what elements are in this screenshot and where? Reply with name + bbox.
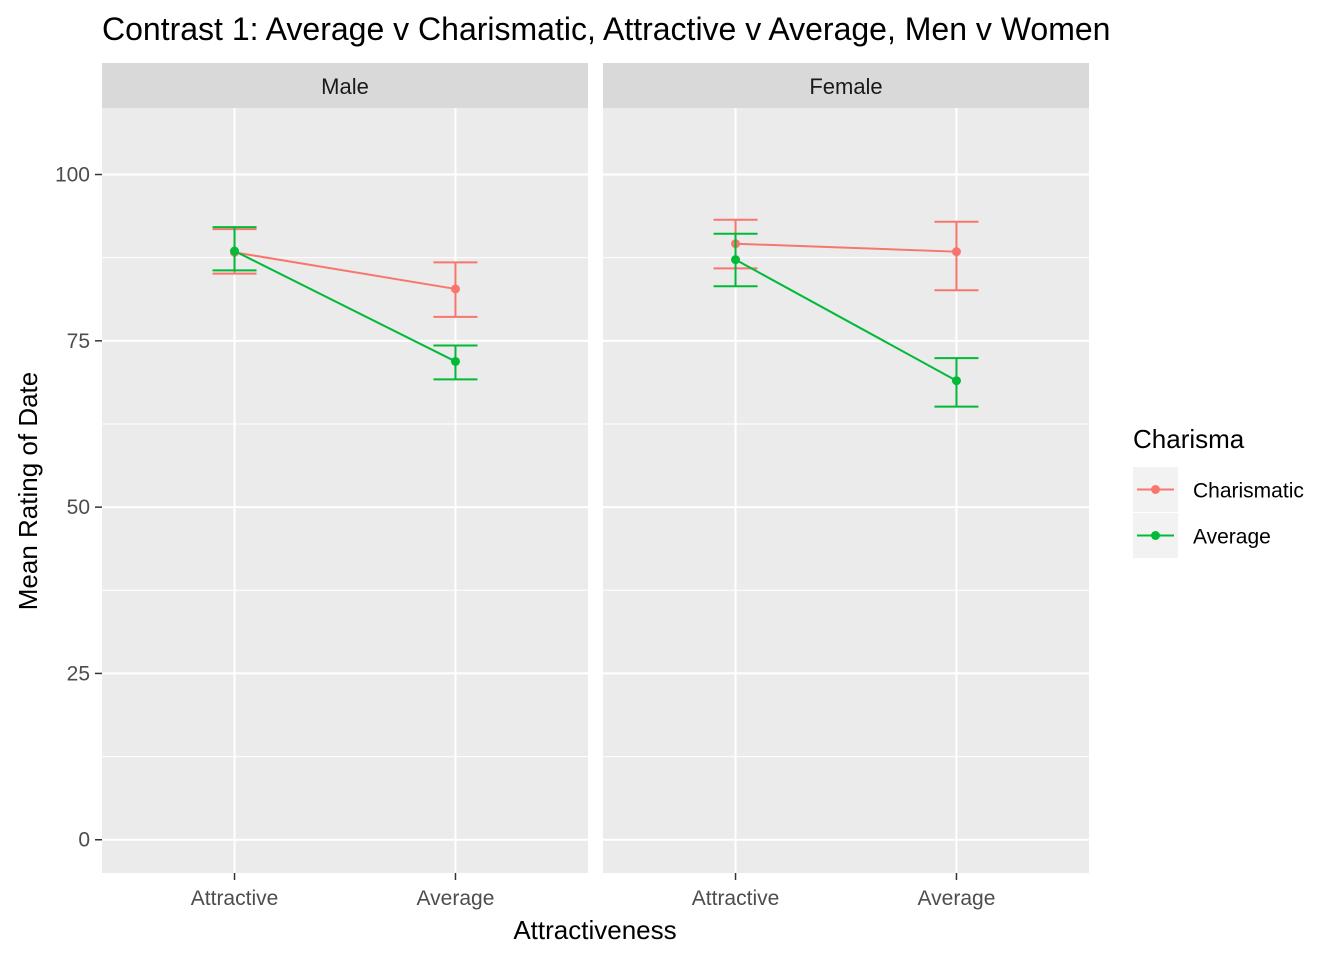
series-line-charismatic [234,251,456,290]
data-point-average [951,376,961,386]
strip-label-female: Female [809,74,882,99]
x-tick-label: Average [417,887,495,910]
strip-male [102,63,588,108]
panel-background-female [603,108,1089,873]
legend-label-average: Average [1193,526,1271,549]
data-point-average [450,356,460,366]
legend-title: Charisma [1133,424,1245,454]
strip-label-male: Male [321,74,369,99]
strip-female [603,63,1089,108]
legend: Charisma Charismatic Average [1133,424,1304,558]
y-tick-label: 100 [55,164,90,187]
x-tick-label: Attractive [191,887,279,910]
legend-key-point-charismatic [1151,485,1160,494]
series-line-average [735,258,957,382]
y-tick-label: 50 [67,496,90,519]
data-point-charismatic [951,247,961,257]
x-tick-label: Attractive [692,887,780,910]
y-tick-label: 75 [67,330,90,353]
series-line-average [234,250,456,363]
x-axis-title: Attractiveness [513,915,676,945]
data-point-charismatic [450,284,460,294]
chart-title: Contrast 1: Average v Charismatic, Attra… [102,11,1110,47]
panel-background-male [102,108,588,873]
data-point-average [230,246,240,256]
y-tick-label: 0 [78,829,90,852]
legend-key-point-average [1151,531,1160,540]
y-tick-label: 25 [67,662,90,685]
x-tick-label: Average [918,887,996,910]
y-axis-title: Mean Rating of Date [13,372,43,610]
data-point-average [731,255,741,265]
series-line-charismatic [735,242,957,253]
legend-label-charismatic: Charismatic [1193,480,1304,503]
